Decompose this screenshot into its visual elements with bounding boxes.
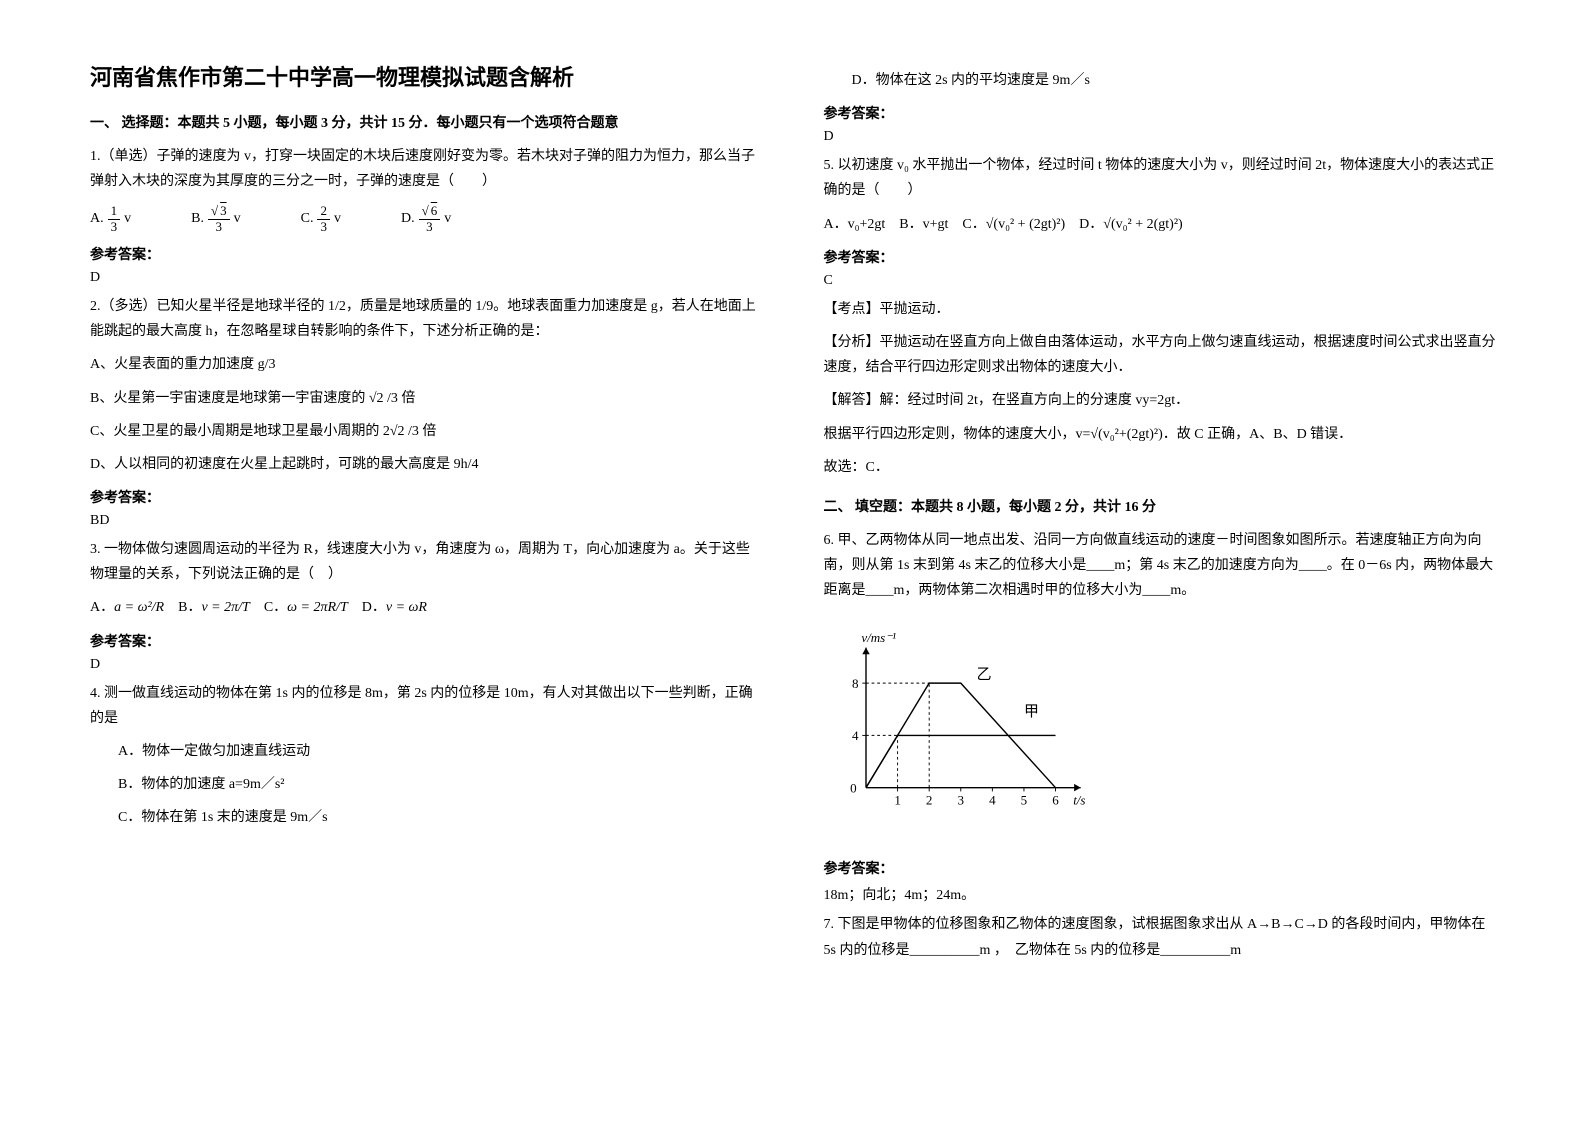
answer-label: 参考答案： [824,858,1498,878]
q1-option-b: B. √3 3 v [191,204,240,234]
q5-solve-text: 根据平行四边形定则，物体的速度大小，v=√(v₀²+(2gt)²)．故 C 正确… [824,422,1498,447]
q3-option-a: A．a = ω²/R [90,600,164,615]
q3-options: A．a = ω²/R B．v = 2π/T C．ω = 2πR/T D．v = … [90,595,764,620]
variable: v [234,211,241,227]
svg-text:3: 3 [957,793,964,808]
q2-option-b: B、火星第一宇宙速度是地球第一宇宙速度的 √2 /3 倍 [90,386,764,411]
answer-label: 参考答案： [90,244,764,264]
svg-text:1: 1 [894,793,901,808]
q4-option-b: B．物体的加速度 a=9m／s² [118,772,764,797]
right-column: D．物体在这 2s 内的平均速度是 9m／s 参考答案： D 5. 以初速度 v… [824,60,1498,1062]
option-label: C. [301,211,314,227]
svg-text:t/s: t/s [1073,793,1085,808]
q2-option-d: D、人以相同的初速度在火星上起跳时，可跳的最大高度是 9h/4 [90,452,764,477]
q1-option-c: C. 2 3 v [301,204,341,234]
q2-answer: BD [90,513,764,529]
q3-option-d: D．v = ωR [362,600,427,615]
q7-text: 7. 下图是甲物体的位移图象和乙物体的速度图象，试根据图象求出从 A→B→C→D… [824,912,1498,962]
q1-option-d: D. √6 3 v [401,204,451,234]
answer-label: 参考答案： [90,631,764,651]
q1-option-a: A. 1 3 v [90,204,131,234]
q5-option-b: B．v+gt [899,217,948,232]
answer-label: 参考答案： [90,487,764,507]
answer-label: 参考答案： [824,103,1498,123]
q4-option-a: A．物体一定做匀加速直线运动 [118,739,764,764]
svg-text:2: 2 [925,793,932,808]
left-column: 河南省焦作市第二十中学高一物理模拟试题含解析 一、 选择题：本题共 5 小题，每… [90,60,764,1062]
variable: v [124,211,131,227]
q4-answer: D [824,129,1498,145]
q4-text: 4. 测一做直线运动的物体在第 1s 内的位移是 8m，第 2s 内的位移是 1… [90,681,764,731]
svg-text:6: 6 [1052,793,1059,808]
q5-conclude: 故选：C． [824,455,1498,480]
q5-answer: C [824,273,1498,289]
svg-text:4: 4 [989,793,996,808]
svg-text:4: 4 [852,729,859,744]
q5-text: 5. 以初速度 v₀ 水平抛出一个物体，经过时间 t 物体的速度大小为 v，则经… [824,153,1498,203]
svg-text:5: 5 [1020,793,1027,808]
q6-text: 6. 甲、乙两物体从同一地点出发、沿同一方向做直线运动的速度－时间图象如图所示。… [824,528,1498,604]
q3-text: 3. 一物体做匀速圆周运动的半径为 R，线速度大小为 v，角速度为 ω，周期为 … [90,537,764,587]
q5-point: 【考点】平抛运动． [824,297,1498,322]
q2-option-a: A、火星表面的重力加速度 g/3 [90,352,764,377]
q5-analysis: 【分析】平抛运动在竖直方向上做自由落体运动，水平方向上做匀速直线运动，根据速度时… [824,330,1498,380]
svg-text:v/ms⁻¹: v/ms⁻¹ [861,631,896,646]
q6-answer: 18m；向北；4m；24m。 [824,884,1498,904]
option-label: D. [401,211,415,227]
section1-header: 一、 选择题：本题共 5 小题，每小题 3 分，共计 15 分．每小题只有一个选… [90,112,764,132]
option-label: B. [191,211,204,227]
variable: v [444,211,451,227]
fraction: √3 3 [208,204,230,234]
option-label: A. [90,211,104,227]
q3-option-c: C．ω = 2πR/T [264,600,348,615]
q1-answer: D [90,270,764,286]
svg-text:甲: 甲 [1023,704,1038,720]
q2-text: 2.（多选）已知火星半径是地球半径的 1/2，质量是地球质量的 1/9。地球表面… [90,294,764,344]
svg-text:8: 8 [852,676,859,691]
q3-answer: D [90,657,764,673]
fraction: 2 3 [317,204,330,234]
q5-solve-label: 【解答】解：经过时间 2t，在竖直方向上的分速度 vy=2gt． [824,388,1498,413]
variable: v [334,211,341,227]
q5-option-d: D．√(v₀² + 2(gt)²) [1079,217,1183,232]
q5-options: A．v₀+2gt B．v+gt C．√(v₀² + (2gt)²) D．√(v₀… [824,212,1498,237]
page-title: 河南省焦作市第二十中学高一物理模拟试题含解析 [90,60,764,92]
fraction: √6 3 [419,204,441,234]
fraction: 1 3 [108,204,121,234]
q6-chart: 1 2 3 4 5 6 0 4 8 乙甲 v/ms⁻¹ t/s [824,627,1104,827]
svg-text:乙: 乙 [976,668,991,684]
q5-option-c: C．√(v₀² + (2gt)²) [962,217,1065,232]
q4-option-d: D．物体在这 2s 内的平均速度是 9m／s [852,68,1498,93]
q5-option-a: A．v₀+2gt [824,217,886,232]
q3-option-b: B．v = 2π/T [178,600,250,615]
q1-text: 1.（单选）子弹的速度为 v，打穿一块固定的木块后速度刚好变为零。若木块对子弹的… [90,144,764,194]
answer-label: 参考答案： [824,247,1498,267]
q4-option-c: C．物体在第 1s 末的速度是 9m／s [118,805,764,830]
q2-option-c: C、火星卫星的最小周期是地球卫星最小周期的 2√2 /3 倍 [90,419,764,444]
q1-options: A. 1 3 v B. √3 3 v C. 2 3 v D. [90,204,764,234]
svg-text:0: 0 [850,781,857,796]
section2-header: 二、 填空题：本题共 8 小题，每小题 2 分，共计 16 分 [824,496,1498,516]
